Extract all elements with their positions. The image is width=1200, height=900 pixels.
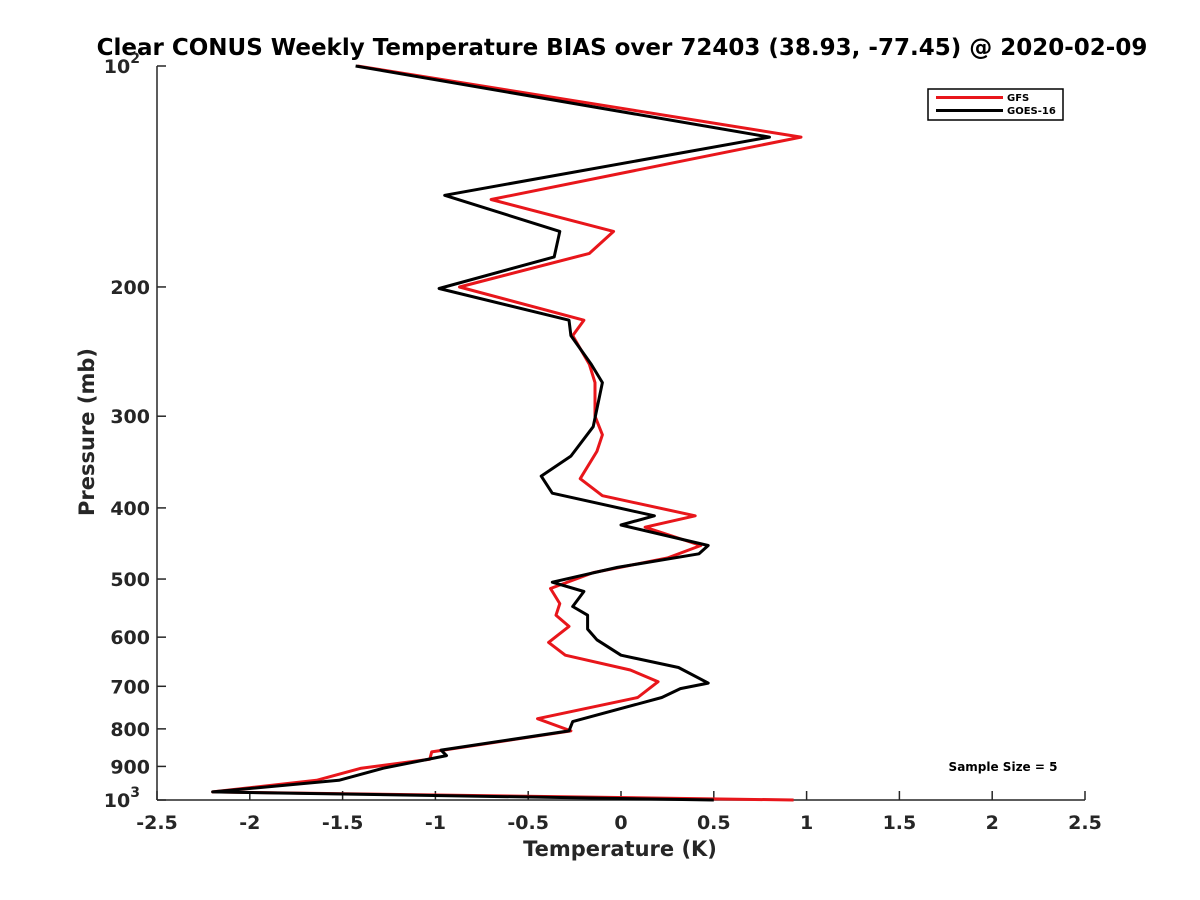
y-tick-label: 200 <box>110 277 150 299</box>
x-tick-label: 0.5 <box>697 812 731 834</box>
y-tick-label: 103 <box>104 785 140 812</box>
chart-title: Clear CONUS Weekly Temperature BIAS over… <box>97 35 1148 61</box>
y-tick-label: 700 <box>110 676 150 698</box>
y-axis-title: Pressure (mb) <box>75 348 99 516</box>
x-tick-label: 2.5 <box>1068 812 1102 834</box>
x-tick-label: 2 <box>986 812 999 834</box>
x-tick-label: -2.5 <box>136 812 178 834</box>
x-tick-label: -2 <box>239 812 260 834</box>
y-tick-label: 400 <box>110 498 150 520</box>
sample-size-annotation: Sample Size = 5 <box>949 760 1058 774</box>
x-tick-label: -1 <box>425 812 446 834</box>
y-tick-label: 800 <box>110 719 150 741</box>
y-tick-label: 102 <box>104 51 140 78</box>
legend: GFS GOES-16 <box>927 88 1064 121</box>
x-tick-label: 1.5 <box>883 812 917 834</box>
y-tick-label: 600 <box>110 627 150 649</box>
x-axis-title: Temperature (K) <box>523 837 717 861</box>
y-tick-label: 500 <box>110 569 150 591</box>
y-tick-label: 300 <box>110 406 150 428</box>
series-line-gfs <box>211 64 803 802</box>
legend-box <box>927 88 1064 121</box>
x-axis: -2.5 -2 -1.5 -1 -0.5 0 0.5 1 1.5 2 2.5 <box>136 791 1102 834</box>
x-tick-label: -0.5 <box>507 812 549 834</box>
series-layer <box>211 64 803 802</box>
x-tick-label: -1.5 <box>322 812 364 834</box>
x-tick-label: 1 <box>800 812 813 834</box>
y-axis: 102 200 300 400 500 600 700 800 900 103 <box>104 51 166 812</box>
x-tick-label: 0 <box>614 812 627 834</box>
y-tick-label: 900 <box>110 756 150 778</box>
plot-area <box>156 66 1085 801</box>
legend-label: GFS <box>1007 93 1029 104</box>
legend-label: GOES-16 <box>1007 106 1056 117</box>
series-line-goes-16 <box>211 64 771 802</box>
